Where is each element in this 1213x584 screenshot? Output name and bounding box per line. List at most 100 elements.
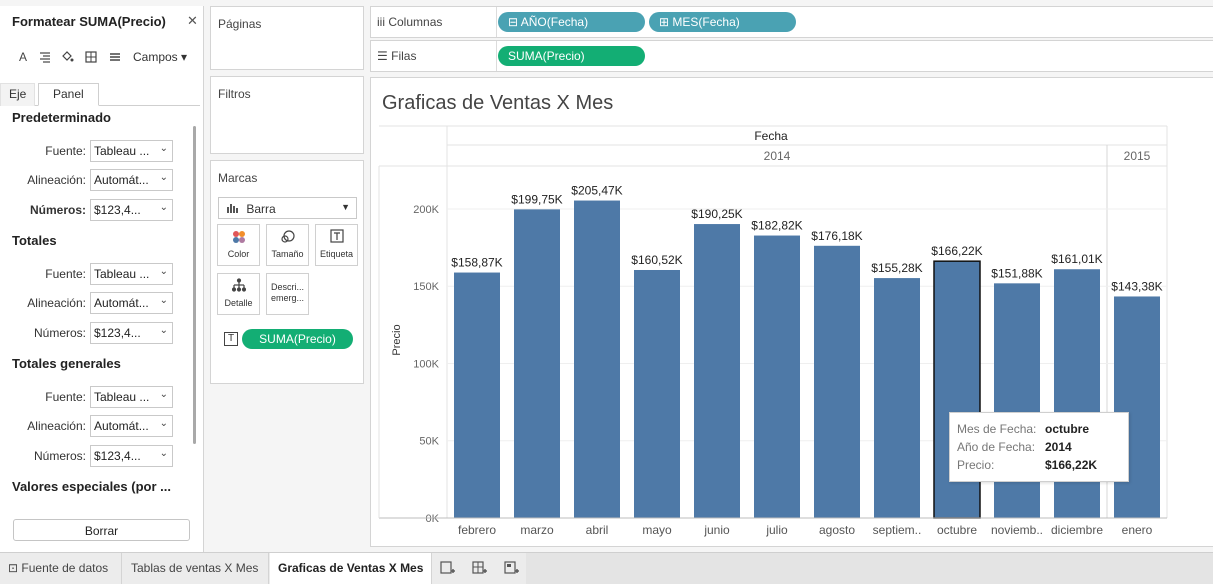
bar[interactable] [514,209,560,518]
field-dropdown[interactable]: Automát... ⌄ [90,169,173,191]
x-category-label: mayo [642,523,672,537]
section-title: Predeterminado [12,110,111,125]
bar[interactable] [454,272,500,518]
data-source-tab[interactable]: ⊡ Fuente de datos [0,553,122,584]
text-icon[interactable]: A [18,50,27,64]
field-dropdown[interactable]: $123,4... ⌄ [90,322,173,344]
field-value: $123,4... [94,449,141,463]
chevron-down-icon: ⌄ [159,202,168,213]
bar[interactable] [814,245,860,519]
bar-value-label: $205,47K [571,184,622,198]
chevron-down-icon: ⌄ [159,448,168,459]
top-strip [0,0,1213,6]
sheet-tab-graficas[interactable]: Graficas de Ventas X Mes [270,553,432,584]
tooltip-value: $166,22K [1045,458,1098,472]
label-icon [316,229,357,249]
color-button[interactable]: Color [217,224,260,266]
lines-icon[interactable] [106,48,124,66]
field-dropdown[interactable]: $123,4... ⌄ [90,445,173,467]
x-category-label: agosto [819,523,855,537]
tab-eje[interactable]: Eje [0,83,36,106]
rows-icon: ☰ [377,49,388,63]
color-label: Color [227,249,250,259]
field-dropdown[interactable]: Tableau ... ⌄ [90,140,173,162]
mes-fecha-pill[interactable]: ⊞ MES(Fecha) [649,12,796,32]
x-category-label: septiem.. [873,523,922,537]
field-dropdown[interactable]: Automát... ⌄ [90,292,173,314]
size-button[interactable]: Tamaño [266,224,309,266]
align-icon[interactable] [36,48,54,66]
x-category-label: febrero [458,523,496,537]
detail-button[interactable]: Detalle [217,273,260,315]
y-tick-label: 0K [426,513,440,525]
size-label: Tamaño [271,249,304,259]
field-label: Fuente: [45,390,86,404]
campos-label: Campos [133,50,178,64]
field-dropdown[interactable]: Tableau ... ⌄ [90,263,173,285]
suma-precio-pill-rows[interactable]: SUMA(Precio) [498,46,645,66]
tooltip-button[interactable]: Descri... emerg... [266,273,309,315]
x-category-label: enero [1122,523,1153,537]
tooltip-value: 2014 [1045,440,1072,454]
x-category-label: junio [703,523,730,537]
field-dropdown[interactable]: Automát... ⌄ [90,415,173,437]
columnas-shelf[interactable]: iii Columnas ⊟ AÑO(Fecha) ⊞ MES(Fecha) [370,6,1213,38]
field-label: Fuente: [45,267,86,281]
new-dashboard-icon[interactable] [472,560,488,579]
close-icon[interactable]: ✕ [187,13,198,28]
tab-panel[interactable]: Panel [38,83,99,106]
filas-label: ☰ Filas [377,49,416,63]
tooltip-label: Descri... emerg... [270,282,304,303]
field-label: Números: [29,203,86,217]
filtros-shelf[interactable]: Filtros [210,76,364,154]
new-worksheet-icon[interactable] [440,560,456,579]
color-icon [218,229,259,249]
chevron-down-icon: ⌄ [159,295,168,306]
chart-tooltip: Mes de Fecha: octubre Año de Fecha: 2014 Pre… [949,412,1129,482]
field-label: Alineación: [27,173,86,187]
x-category-label: octubre [937,523,977,537]
field-label: Números: [33,449,86,463]
new-story-icon[interactable] [504,560,520,579]
bar[interactable] [994,283,1040,518]
chevron-down-icon: ⌄ [159,266,168,277]
y-axis-label: Precio [391,324,403,355]
y-tick-label: 100K [413,358,439,370]
shelf-divider [496,7,497,37]
field-label: Alineación: [27,296,86,310]
mark-type-dropdown[interactable]: Barra ▼ [218,197,357,219]
field-value: Tableau ... [94,144,150,158]
anio-fecha-pill[interactable]: ⊟ AÑO(Fecha) [498,12,645,32]
field-dropdown[interactable]: $123,4... ⌄ [90,199,173,221]
field-dropdown[interactable]: Tableau ... ⌄ [90,386,173,408]
borders-icon[interactable] [82,48,100,66]
marcas-card: Marcas Barra ▼ Color Tamaño Etiqueta [210,160,364,384]
x-category-label: abril [586,523,609,537]
bar[interactable] [1114,296,1160,518]
sheet-tab-tablas[interactable]: Tablas de ventas X Mes [123,553,269,584]
bar[interactable] [634,269,680,518]
bar-chart-icon [227,202,242,216]
scrollbar[interactable] [193,126,196,444]
suma-precio-pill-marks[interactable]: SUMA(Precio) [242,329,353,349]
label-label: Etiqueta [319,249,354,259]
tooltip-key: Precio: [957,458,995,472]
paginas-title: Páginas [218,17,262,31]
filas-shelf[interactable]: ☰ Filas SUMA(Precio) [370,40,1213,72]
marcas-title: Marcas [218,171,258,185]
x-category-label: noviemb.. [991,523,1043,537]
y-tick-label: 50K [419,436,439,448]
paginas-shelf[interactable]: Páginas [210,6,364,70]
bar[interactable] [694,224,740,518]
chevron-down-icon: ⌄ [159,389,168,400]
fill-icon[interactable] [58,48,76,66]
field-label: Fuente: [45,144,86,158]
collapse-icon: ⊟ [508,15,519,29]
borrar-button[interactable]: Borrar [13,519,190,541]
label-button[interactable]: Etiqueta [315,224,358,266]
bar[interactable] [574,200,620,518]
campos-dropdown[interactable]: Campos ▾ [133,50,187,64]
format-tabs: Eje Panel [0,80,200,106]
bar[interactable] [874,278,920,518]
bar[interactable] [754,235,800,519]
